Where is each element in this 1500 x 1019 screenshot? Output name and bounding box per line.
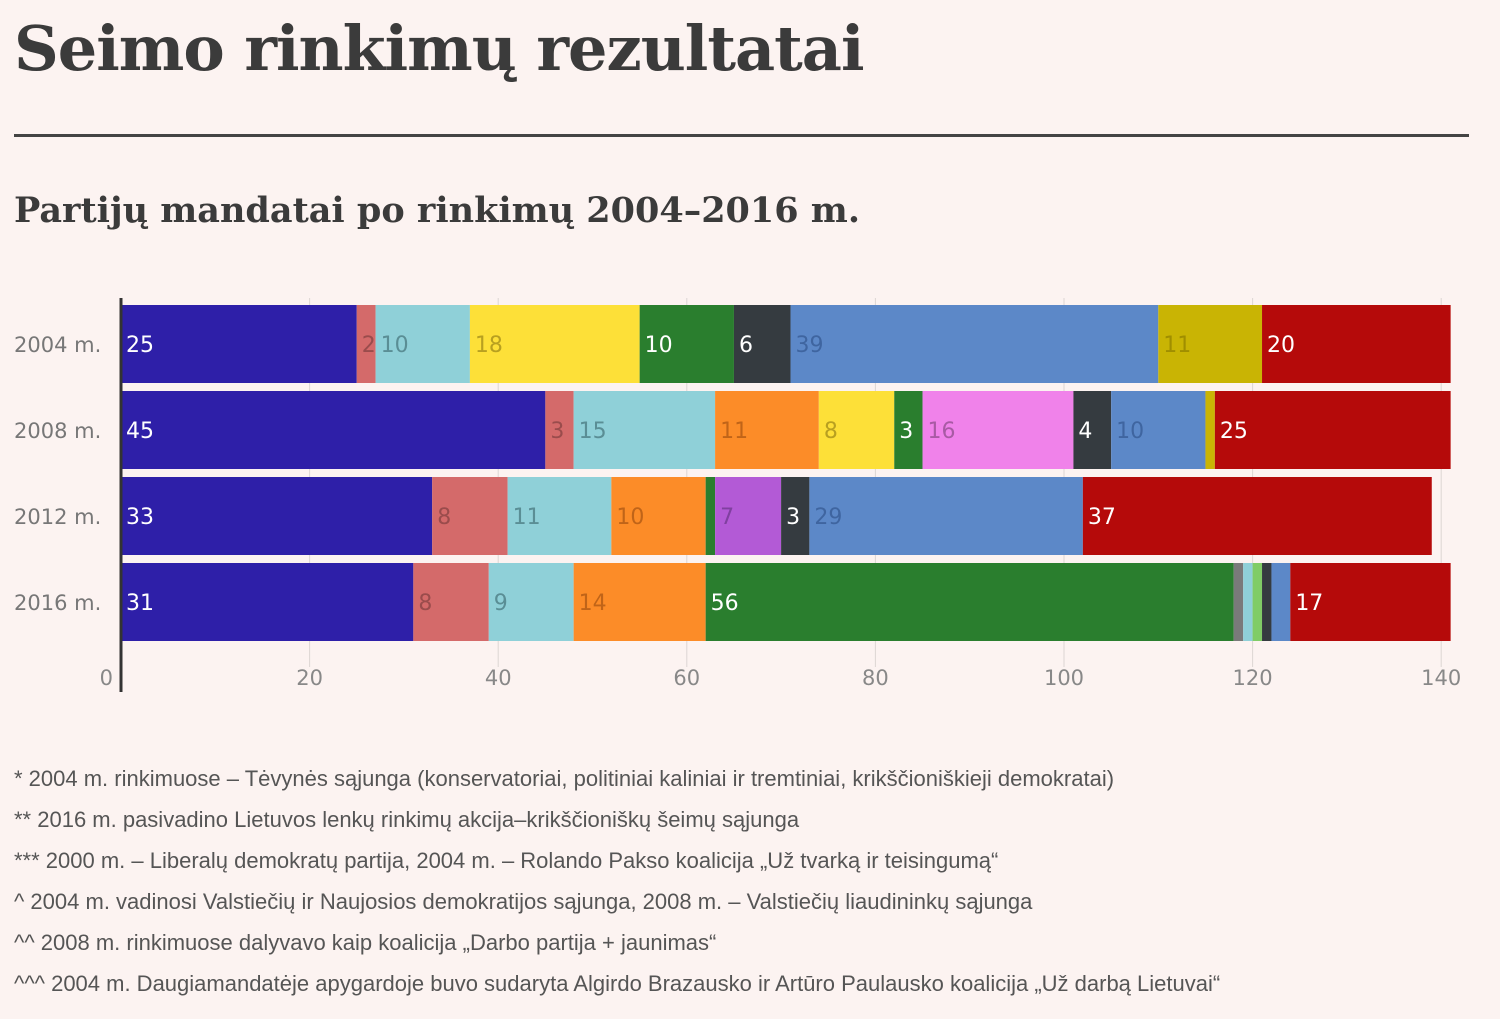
page-title: Seimo rinkimų rezultatai (14, 12, 865, 85)
x-tick-label: 80 (862, 666, 889, 690)
bar-segment (488, 563, 574, 641)
footnote: ** 2016 m. pasivadino Lietuvos lenkų rin… (14, 807, 800, 832)
bar-segment (1262, 563, 1272, 641)
bar-segment (1214, 391, 1451, 469)
bar-data-label: 16 (928, 419, 956, 444)
bar-segment (1158, 305, 1263, 383)
bar-segment (715, 391, 819, 469)
footnote: ^^ 2008 m. rinkimuose dalyvavo kaip koal… (14, 930, 717, 955)
bar-data-label: 9 (494, 591, 508, 616)
bar-segment (1082, 477, 1432, 555)
x-tick-label: 140 (1421, 666, 1461, 690)
bar-segment (1290, 563, 1451, 641)
bar-segment (1271, 563, 1291, 641)
x-tick-label: 20 (296, 666, 323, 690)
bar-segment (121, 477, 433, 555)
bar-segment (469, 305, 640, 383)
bar-data-label: 20 (1267, 333, 1295, 358)
y-category-label: 2004 m. (14, 333, 101, 357)
bar-segment (507, 477, 612, 555)
bar-data-label: 39 (796, 333, 824, 358)
x-tick-label: 0 (100, 666, 113, 690)
bar-data-label: 2 (362, 333, 376, 358)
bar-segment (413, 563, 489, 641)
bar-data-label: 8 (418, 591, 432, 616)
bar-segment (545, 391, 574, 469)
bar-segment (573, 563, 706, 641)
bar-segment (790, 305, 1159, 383)
bar-segment (1243, 563, 1253, 641)
bar-data-label: 4 (1078, 419, 1092, 444)
bar-segment (1262, 305, 1451, 383)
bar-segment (705, 563, 1234, 641)
x-tick-label: 120 (1233, 666, 1273, 690)
bar-data-label: 29 (814, 505, 842, 530)
title-divider (14, 134, 1469, 137)
bar-segment (818, 391, 895, 469)
footnote: ^ 2004 m. vadinosi Valstiečių ir Naujosi… (14, 889, 1033, 914)
bar-segment (1233, 563, 1244, 641)
bar-segment (715, 477, 782, 555)
footnotes: * 2004 m. rinkimuose – Tėvynės sąjunga (… (14, 764, 1474, 1010)
y-category-label: 2012 m. (14, 505, 101, 529)
bar-data-label: 15 (579, 419, 607, 444)
x-tick-label: 40 (485, 666, 512, 690)
bar-data-label: 7 (720, 505, 734, 530)
bar-segment (121, 391, 546, 469)
bar-data-label: 6 (739, 333, 753, 358)
bar-data-label: 25 (126, 333, 154, 358)
bar-segment (1252, 563, 1263, 641)
bar-data-label: 14 (579, 591, 607, 616)
bar-segment (573, 391, 716, 469)
bar-data-label: 25 (1220, 419, 1248, 444)
bar-segment (639, 305, 734, 383)
bar-segment (356, 305, 376, 383)
x-tick-label: 60 (673, 666, 700, 690)
bar-data-label: 17 (1295, 591, 1323, 616)
bar-segment (121, 563, 414, 641)
bar-data-label: 10 (645, 333, 673, 358)
bar-data-label: 8 (824, 419, 838, 444)
bar-data-label: 33 (126, 505, 154, 530)
bar-segment (705, 477, 716, 555)
bar-segment (922, 391, 1074, 469)
bar-data-label: 31 (126, 591, 154, 616)
bar-segment (1111, 391, 1206, 469)
bar-data-label: 11 (1163, 333, 1191, 358)
bar-data-label: 56 (711, 591, 739, 616)
bar-data-label: 11 (720, 419, 748, 444)
bar-data-label: 37 (1088, 505, 1116, 530)
bar-segment (1073, 391, 1112, 469)
bar-segment (781, 477, 810, 555)
bar-data-label: 18 (475, 333, 503, 358)
bar-data-label: 10 (616, 505, 644, 530)
bar-segment (809, 477, 1083, 555)
bar-data-label: 3 (899, 419, 913, 444)
bar-segment (432, 477, 508, 555)
bar-segment (121, 305, 357, 383)
bar-data-label: 45 (126, 419, 154, 444)
bar-data-label: 3 (786, 505, 800, 530)
footnote: * 2004 m. rinkimuose – Tėvynės sąjunga (… (14, 766, 1115, 791)
chart-subtitle: Partijų mandatai po rinkimų 2004–2016 m. (14, 190, 861, 231)
bar-segment (611, 477, 706, 555)
bar-segment (375, 305, 470, 383)
bar-segment (1205, 391, 1215, 469)
y-category-label: 2016 m. (14, 591, 101, 615)
bar-segment (733, 305, 791, 383)
bar-data-label: 10 (381, 333, 409, 358)
bar-data-label: 8 (437, 505, 451, 530)
bar-segment (894, 391, 923, 469)
footnote: ^^^ 2004 m. Daugiamandatėje apygardoje b… (14, 971, 1221, 996)
x-tick-label: 100 (1044, 666, 1084, 690)
y-category-label: 2008 m. (14, 419, 101, 443)
bar-data-label: 3 (550, 419, 564, 444)
footnote: *** 2000 m. – Liberalų demokratų partija… (14, 848, 999, 873)
bar-data-label: 10 (1116, 419, 1144, 444)
bar-data-label: 11 (513, 505, 541, 530)
